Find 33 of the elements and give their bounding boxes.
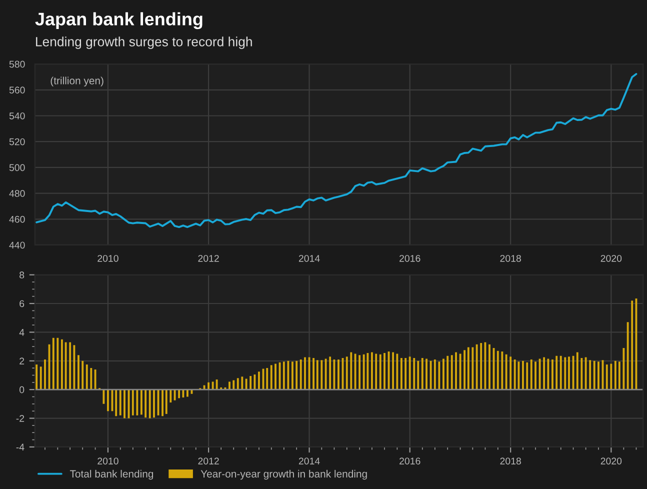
y-tick-label: 540 [9,112,25,120]
legend-label: Total bank lending [70,470,154,480]
y-tick-label: 520 [9,138,25,146]
chart-subtitle: Lending growth surges to record high [36,36,252,49]
legend-label: Year-on-year growth in bank lending [200,470,367,480]
x-tick-label: 2014 [298,458,320,465]
chart-title: Japan bank lending [35,12,202,30]
y-tick-label: 460 [9,216,25,223]
x-tick-label: 2010 [98,254,118,262]
y-tick-label: -4 [16,444,24,450]
x-tick-label: 2014 [298,254,320,262]
y-tick-label: 500 [9,164,25,172]
x-tick-label: 2012 [198,254,219,262]
x-tick-label: 2018 [500,458,521,465]
y-tick-label: 440 [9,242,25,249]
y-tick-label: 480 [9,190,25,197]
x-tick-label: 2012 [198,458,219,465]
x-tick-label: 2020 [600,254,622,262]
y-tick-label: 8 [20,272,24,278]
y-tick-label: 4 [19,329,24,336]
y-tick-label: 2 [20,358,24,364]
y-tick-label: -2 [16,414,24,422]
line-series [36,73,638,228]
x-tick-label: 2010 [98,458,118,465]
y-tick-label: 560 [9,86,25,94]
x-tick-label: 2016 [400,458,420,465]
x-tick-label: 2018 [500,254,521,262]
x-tick-label: 2020 [600,458,622,465]
y-tick-label: 580 [9,60,25,68]
annotation: (trillion yen) [50,76,104,86]
y-tick-label: 6 [20,300,24,308]
y-tick-label: 0 [19,386,24,394]
x-tick-label: 2016 [400,254,420,262]
